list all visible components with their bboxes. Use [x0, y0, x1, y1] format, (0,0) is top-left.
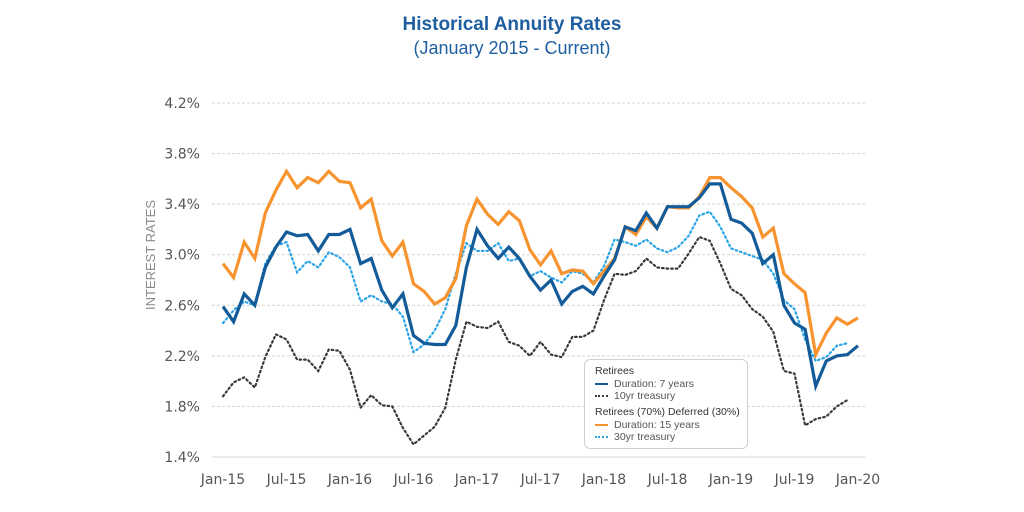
chart-title: Historical Annuity Rates [402, 14, 622, 35]
y-tick-label: 3.0% [164, 248, 200, 264]
y-tick-label: 1.4% [164, 450, 200, 466]
y-tick-label: 3.4% [164, 197, 200, 213]
legend-swatch-dotted-gray [595, 395, 608, 397]
x-tick-label: Jan-16 [327, 472, 373, 488]
series-line-duration-7-years [221, 182, 860, 392]
legend-item-30yr: 30yr treasury [595, 431, 747, 443]
y-tick-label: 2.2% [164, 349, 200, 365]
x-tick-label: Jan-18 [581, 472, 626, 488]
y-axis-title: INTEREST RATES [143, 200, 158, 310]
series-line-10yr-treasury [221, 235, 849, 447]
y-tick-label: 1.8% [164, 399, 200, 415]
legend-label: Duration: 15 years [614, 419, 700, 431]
x-tick-label: Jul-17 [520, 472, 561, 488]
y-axis-ticks: 1.4% 1.8% 2.2% 2.6% 3.0% 3.4% 3.8% 4.2% [164, 96, 200, 466]
chart-subtitle: (January 2015 - Current) [413, 38, 611, 58]
legend-label: 30yr treasury [614, 431, 676, 443]
legend-item-duration-15: Duration: 15 years [595, 419, 747, 431]
legend-item-10yr: 10yr treasury [595, 390, 747, 402]
x-tick-label: Jan-17 [454, 472, 499, 488]
x-tick-label: Jul-19 [774, 472, 815, 488]
legend-swatch-solid-dark-blue [595, 383, 608, 385]
x-tick-label: Jul-15 [266, 472, 307, 488]
x-tick-label: Jul-16 [393, 472, 434, 488]
legend-label: Duration: 7 years [614, 378, 694, 390]
legend: Retirees Duration: 7 years 10yr treasury… [584, 359, 748, 449]
x-tick-label: Jan-19 [708, 472, 753, 488]
legend-label: 10yr treasury [614, 390, 676, 402]
y-tick-label: 2.6% [164, 298, 200, 314]
x-tick-label: Jan-20 [835, 472, 880, 488]
x-tick-label: Jan-15 [200, 472, 245, 488]
x-tick-label: Jul-18 [647, 472, 688, 488]
gridlines [212, 102, 865, 458]
series-lines [221, 168, 860, 447]
legend-swatch-dotted-light-blue [595, 436, 608, 438]
legend-swatch-solid-orange [595, 424, 608, 426]
legend-item-duration-7: Duration: 7 years [595, 378, 747, 390]
series-line-30yr-treasury [221, 210, 849, 363]
y-tick-label: 4.2% [164, 96, 200, 112]
legend-group-title: Retirees [595, 365, 635, 377]
y-tick-label: 3.8% [164, 147, 200, 163]
legend-group-title: Retirees (70%) Deferred (30%) [595, 406, 740, 418]
x-axis-ticks: Jan-15 Jul-15 Jan-16 Jul-16 Jan-17 Jul-17 Jan-… [200, 472, 880, 488]
series-line-duration-15-years [221, 168, 859, 360]
